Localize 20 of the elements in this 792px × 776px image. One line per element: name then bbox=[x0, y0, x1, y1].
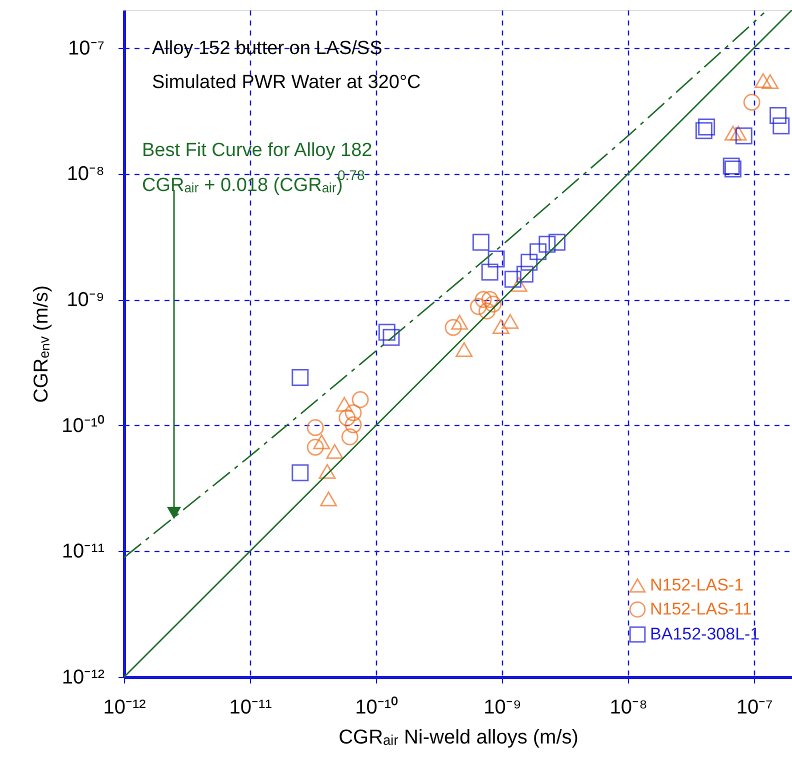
annotation: Alloy 152 butter on LAS/SS bbox=[152, 38, 382, 59]
y-tick-label: 10⁻⁷ bbox=[68, 37, 104, 60]
legend-label: BA152-308L-1 bbox=[650, 624, 760, 644]
y-tick-label: 10⁻¹² bbox=[62, 666, 105, 688]
x-tick-label: 10⁻¹² bbox=[103, 696, 146, 718]
annotation: Simulated PWR Water at 320°C bbox=[152, 72, 421, 93]
legend-label: N152-LAS-11 bbox=[650, 600, 752, 618]
x-tick-label: 10⁻⁹ bbox=[484, 696, 522, 718]
x-tick-label: 10⁻¹¹ bbox=[229, 696, 272, 718]
y-tick-label: 10⁻⁸ bbox=[66, 163, 104, 186]
annotation: Best Fit Curve for Alloy 182 bbox=[142, 140, 372, 161]
y-tick-label: 10⁻¹¹ bbox=[62, 540, 105, 563]
x-tick-label: 10⁻⁷ bbox=[736, 696, 773, 718]
x-tick-label: 10⁻⁸ bbox=[610, 696, 648, 718]
y-tick-label: 10⁻⁹ bbox=[66, 289, 104, 312]
legend-label: N152-LAS-1 bbox=[650, 576, 744, 594]
y-tick-label: 10⁻¹⁰ bbox=[62, 414, 104, 437]
x-tick-label: 10⁻¹⁰ bbox=[355, 696, 398, 718]
y-axis-title: CGRₑₙᵥ (m/s) bbox=[30, 285, 53, 403]
x-axis-title: CGRₐᵢᵣ Ni-weld alloys (m/s) bbox=[338, 726, 578, 748]
